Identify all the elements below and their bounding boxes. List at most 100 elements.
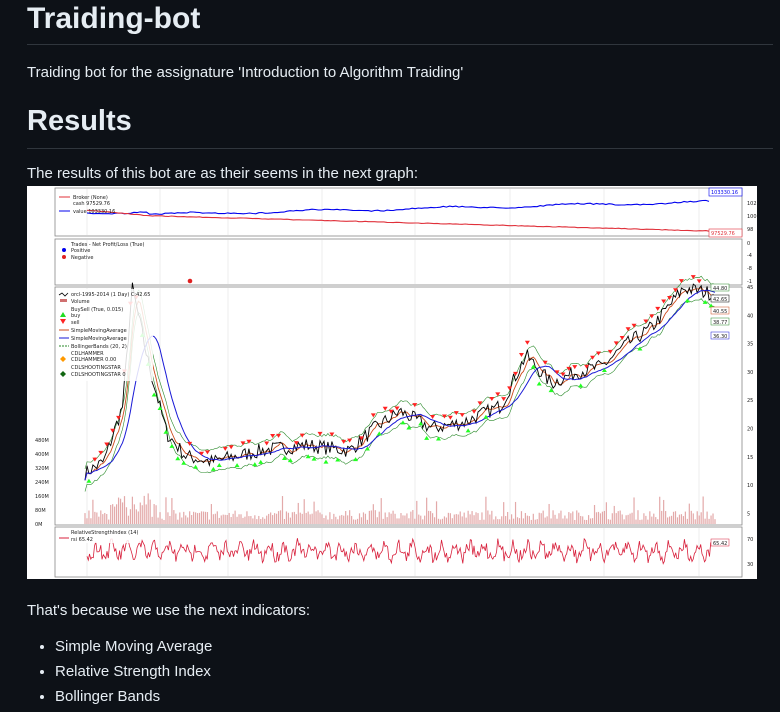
volume-bar	[238, 514, 240, 524]
sell-marker	[92, 457, 98, 462]
sell-marker	[471, 409, 477, 414]
volume-bar	[185, 515, 187, 524]
volume-bar	[412, 510, 414, 524]
volume-bar	[398, 518, 400, 524]
buy-marker	[234, 463, 240, 468]
volume-bar	[597, 511, 600, 524]
volume-bar	[92, 499, 94, 524]
volume-bar	[530, 519, 532, 524]
title-divider	[27, 44, 773, 45]
volume-bar	[682, 516, 685, 524]
volume-bar	[449, 513, 451, 524]
volume-bar	[333, 513, 335, 524]
volume-bar	[605, 502, 607, 524]
price-tick: 30	[747, 370, 753, 376]
sell-marker	[560, 372, 566, 377]
volume-bar	[256, 519, 258, 524]
volume-bar	[250, 516, 252, 524]
buy-marker	[163, 429, 169, 434]
volume-bar	[141, 505, 143, 524]
volume-bar	[708, 518, 710, 524]
volume-bar	[566, 518, 568, 524]
buy-marker	[578, 383, 584, 388]
volume-bar	[149, 499, 151, 524]
broker-cash-line	[86, 209, 710, 232]
volume-bar	[194, 512, 197, 524]
volume-bar	[210, 504, 212, 524]
volume-bar	[422, 519, 424, 524]
volume-bar	[382, 518, 384, 524]
legend-volume: Volume	[71, 299, 90, 305]
sell-marker	[513, 371, 519, 376]
volume-bar	[595, 512, 598, 524]
list-item: Bollinger Bands	[55, 687, 212, 707]
results-divider	[27, 148, 773, 149]
sell-marker	[228, 445, 234, 450]
volume-bar	[416, 500, 418, 524]
volume-bar	[420, 515, 422, 524]
volume-bar	[275, 513, 278, 524]
sell-marker	[613, 341, 619, 346]
rsi-legend-title: RelativeStrengthIndex (14)	[71, 530, 138, 536]
volume-bar	[548, 503, 550, 524]
volume-bar	[321, 514, 323, 524]
price-axis-ticks: 45 40 35 30 25 20 15 10 5	[747, 285, 753, 517]
buy-marker	[684, 298, 690, 303]
volume-bar	[301, 513, 303, 524]
trades-tick: -8	[747, 266, 752, 272]
volume-bar	[232, 513, 234, 524]
rsi-legend-value: rsi 65.42	[71, 537, 93, 543]
volume-bar	[268, 513, 270, 524]
volume-bar	[110, 504, 112, 524]
volume-tick: 400M	[35, 452, 49, 458]
volume-bar	[175, 513, 177, 524]
buy-marker	[252, 462, 258, 467]
sell-marker	[590, 355, 596, 360]
volume-bar	[509, 519, 511, 524]
volume-bar	[572, 511, 574, 524]
sell-marker	[116, 415, 122, 420]
volume-bar	[352, 519, 355, 524]
volume-bar	[558, 513, 560, 524]
sell-marker	[358, 436, 364, 441]
sell-marker	[199, 451, 205, 456]
indicators-list: Simple Moving Average Relative Strength …	[27, 637, 212, 712]
volume-bar	[119, 498, 122, 524]
price-label: 36.30	[713, 334, 727, 340]
broker-axis-ticks: 102 100 98	[747, 201, 757, 233]
volume-bar	[242, 517, 244, 524]
volume-tick: 160M	[35, 494, 49, 500]
positive-marker-icon	[62, 248, 66, 252]
volume-bar	[198, 512, 201, 524]
volume-bar	[125, 507, 128, 524]
volume-bar	[469, 514, 471, 524]
price-label: 40.55	[713, 309, 727, 315]
volume-bar	[453, 514, 455, 524]
rsi-legend: RelativeStrengthIndex (14) rsi 65.42	[57, 528, 141, 543]
volume-bar	[493, 519, 495, 524]
volume-bar	[696, 511, 698, 524]
volume-bar	[542, 510, 544, 524]
sell-marker	[584, 364, 590, 369]
rsi-line	[86, 537, 713, 565]
volume-bar	[534, 519, 536, 524]
chart-grid	[86, 189, 700, 576]
volume-bar	[254, 515, 256, 524]
sell-marker	[507, 386, 513, 391]
volume-bar	[694, 519, 696, 524]
volume-bar	[309, 514, 311, 524]
volume-bar	[374, 510, 376, 524]
negative-marker-icon	[62, 255, 66, 259]
volume-bar	[447, 512, 449, 524]
sell-marker	[607, 349, 613, 354]
sma-fast-line	[84, 286, 716, 481]
volume-bar	[635, 519, 637, 524]
volume-bar	[495, 516, 497, 524]
volume-bar	[230, 517, 232, 524]
volume-bar	[649, 511, 651, 524]
sell-marker	[459, 413, 465, 418]
volume-bar	[193, 511, 195, 524]
volume-bar	[570, 513, 572, 524]
sell-marker	[554, 370, 560, 375]
volume-bar	[264, 518, 266, 524]
